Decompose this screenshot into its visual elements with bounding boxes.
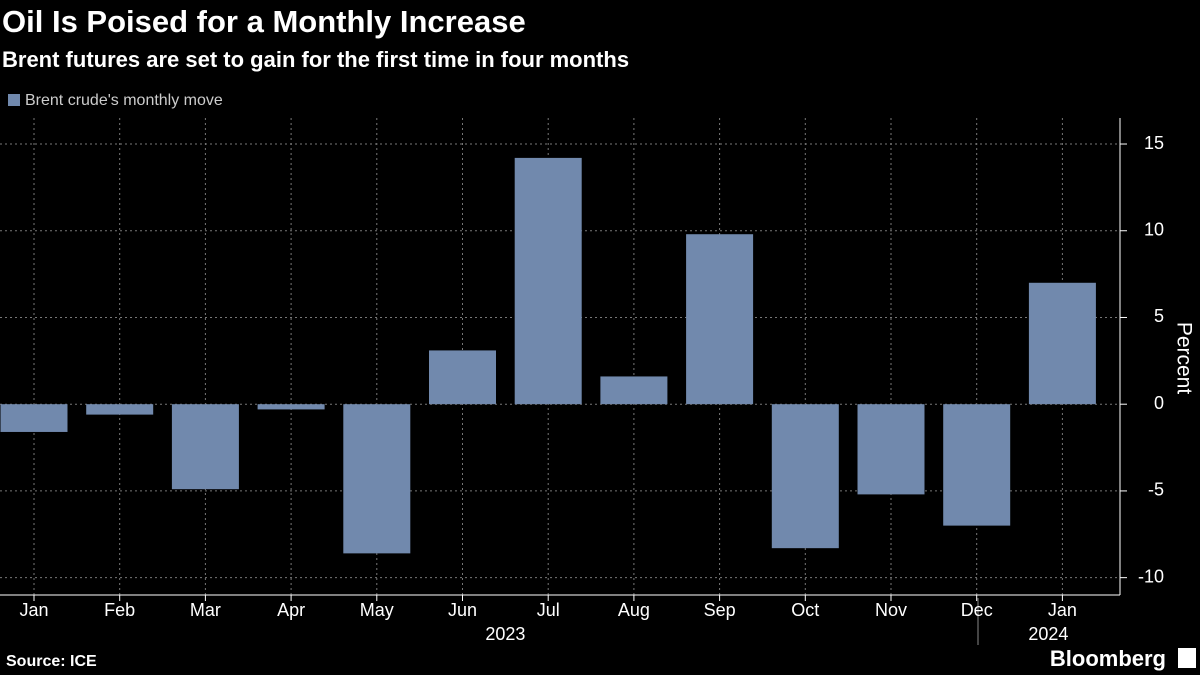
x-tick-label: Jan <box>19 600 48 620</box>
legend-swatch <box>8 94 20 106</box>
bar <box>943 404 1011 526</box>
x-tick-label: Jun <box>448 600 477 620</box>
y-tick-label: 0 <box>1154 393 1164 413</box>
x-tick-label: May <box>360 600 394 620</box>
source: Source: ICE <box>6 653 97 670</box>
x-tick-label: Sep <box>704 600 736 620</box>
bar <box>171 404 239 490</box>
y-tick-label: 15 <box>1144 133 1164 153</box>
x-tick-label: Nov <box>875 600 907 620</box>
x-tick-label: Aug <box>618 600 650 620</box>
x-tick-label: Apr <box>277 600 305 620</box>
legend-label: Brent crude's monthly move <box>25 92 223 109</box>
x-tick-label: Feb <box>104 600 135 620</box>
bar <box>429 350 496 405</box>
bar <box>771 404 839 549</box>
y-axis-title: Percent <box>1172 322 1195 395</box>
x-tick-label: Dec <box>961 600 993 620</box>
y-tick-label: -5 <box>1148 480 1164 500</box>
x-tick-label: Jan <box>1048 600 1077 620</box>
x-tick-label: Jul <box>537 600 560 620</box>
chart-title: Oil Is Poised for a Monthly Increase <box>2 4 526 39</box>
bar <box>0 404 68 432</box>
bar <box>1028 282 1096 405</box>
y-tick-label: 10 <box>1144 219 1164 239</box>
y-tick-label: 5 <box>1154 306 1164 326</box>
bar <box>86 404 154 415</box>
chart-subtitle: Brent futures are set to gain for the fi… <box>2 47 629 72</box>
year-label: 2024 <box>1028 624 1068 644</box>
x-tick-label: Oct <box>791 600 819 620</box>
y-tick-label: -10 <box>1138 566 1164 586</box>
year-label: 2023 <box>485 624 525 644</box>
bar <box>257 404 325 410</box>
x-tick-label: Mar <box>190 600 221 620</box>
bar <box>686 234 754 405</box>
brand: Bloomberg <box>1050 646 1166 671</box>
bar <box>514 157 582 405</box>
brand-icon <box>1178 648 1196 668</box>
bar <box>600 376 668 405</box>
bar <box>857 404 925 495</box>
bar <box>343 404 411 554</box>
